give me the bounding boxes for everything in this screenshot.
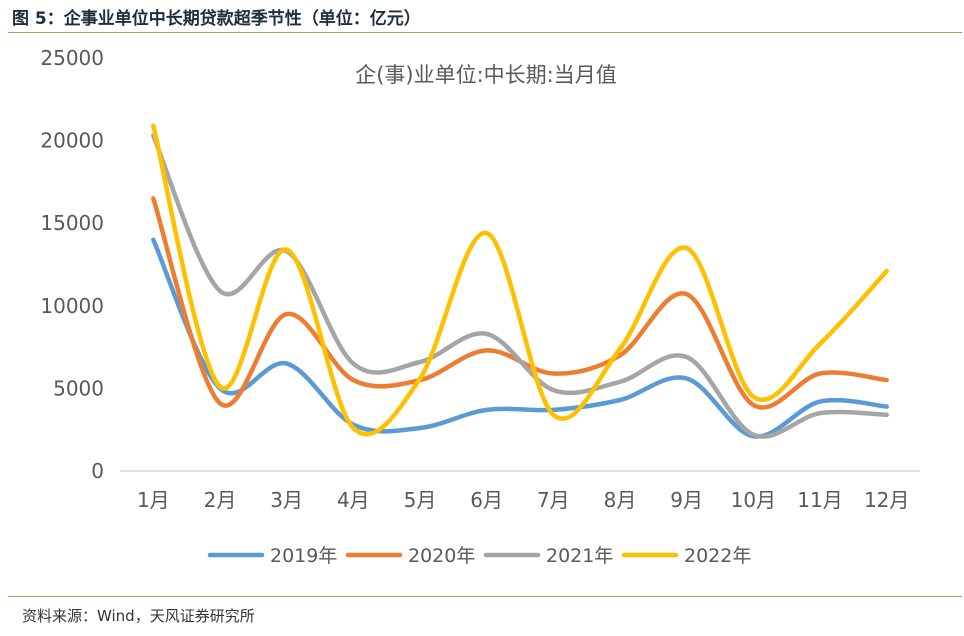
x-tick-label: 7月 xyxy=(537,488,570,512)
legend-label: 2019年 xyxy=(270,545,337,567)
y-tick-label: 5000 xyxy=(53,376,104,400)
x-tick-label: 11月 xyxy=(797,488,842,512)
x-tick-label: 4月 xyxy=(337,488,370,512)
y-axis: 0 5000 10000 15000 20000 25000 xyxy=(40,46,104,483)
y-tick-label: 0 xyxy=(91,459,104,483)
figure-title: 图 5：企事业单位中长期贷款超季节性（单位：亿元） xyxy=(12,9,421,29)
series-line-2019 xyxy=(151,237,889,439)
footer-divider xyxy=(8,596,962,597)
line-chart: 企(事)业单位:中长期:当月值 0 5000 10000 15000 20000 2500… xyxy=(40,46,920,567)
x-axis: 1月 2月 3月 4月 5月 6月 7月 8月 9月 10月 11月 12月 xyxy=(137,488,909,512)
y-tick-label: 15000 xyxy=(40,211,104,235)
x-tick-label: 6月 xyxy=(470,488,503,512)
series-layer xyxy=(151,123,889,439)
legend-label: 2020年 xyxy=(408,545,475,567)
source-note: 资料来源：Wind，天风证券研究所 xyxy=(22,607,255,625)
x-tick-label: 8月 xyxy=(604,488,637,512)
chart-title: 企(事)业单位:中长期:当月值 xyxy=(355,63,617,87)
series-line-2021 xyxy=(151,133,889,439)
y-tick-label: 20000 xyxy=(40,129,104,153)
x-tick-label: 1月 xyxy=(137,488,170,512)
x-tick-label: 2月 xyxy=(204,488,237,512)
header-divider xyxy=(8,32,962,33)
x-tick-label: 12月 xyxy=(864,488,909,512)
series-line-2022 xyxy=(151,123,889,437)
y-tick-label: 10000 xyxy=(40,294,104,318)
legend: 2019年 2020年 2021年 2022年 xyxy=(207,545,751,567)
x-tick-label: 3月 xyxy=(270,488,303,512)
x-tick-label: 10月 xyxy=(731,488,776,512)
x-tick-label: 5月 xyxy=(404,488,437,512)
x-tick-label: 9月 xyxy=(670,488,703,512)
legend-label: 2022年 xyxy=(684,545,751,567)
legend-label: 2021年 xyxy=(546,545,613,567)
series-line-2020 xyxy=(151,196,889,410)
y-tick-label: 25000 xyxy=(40,46,104,70)
